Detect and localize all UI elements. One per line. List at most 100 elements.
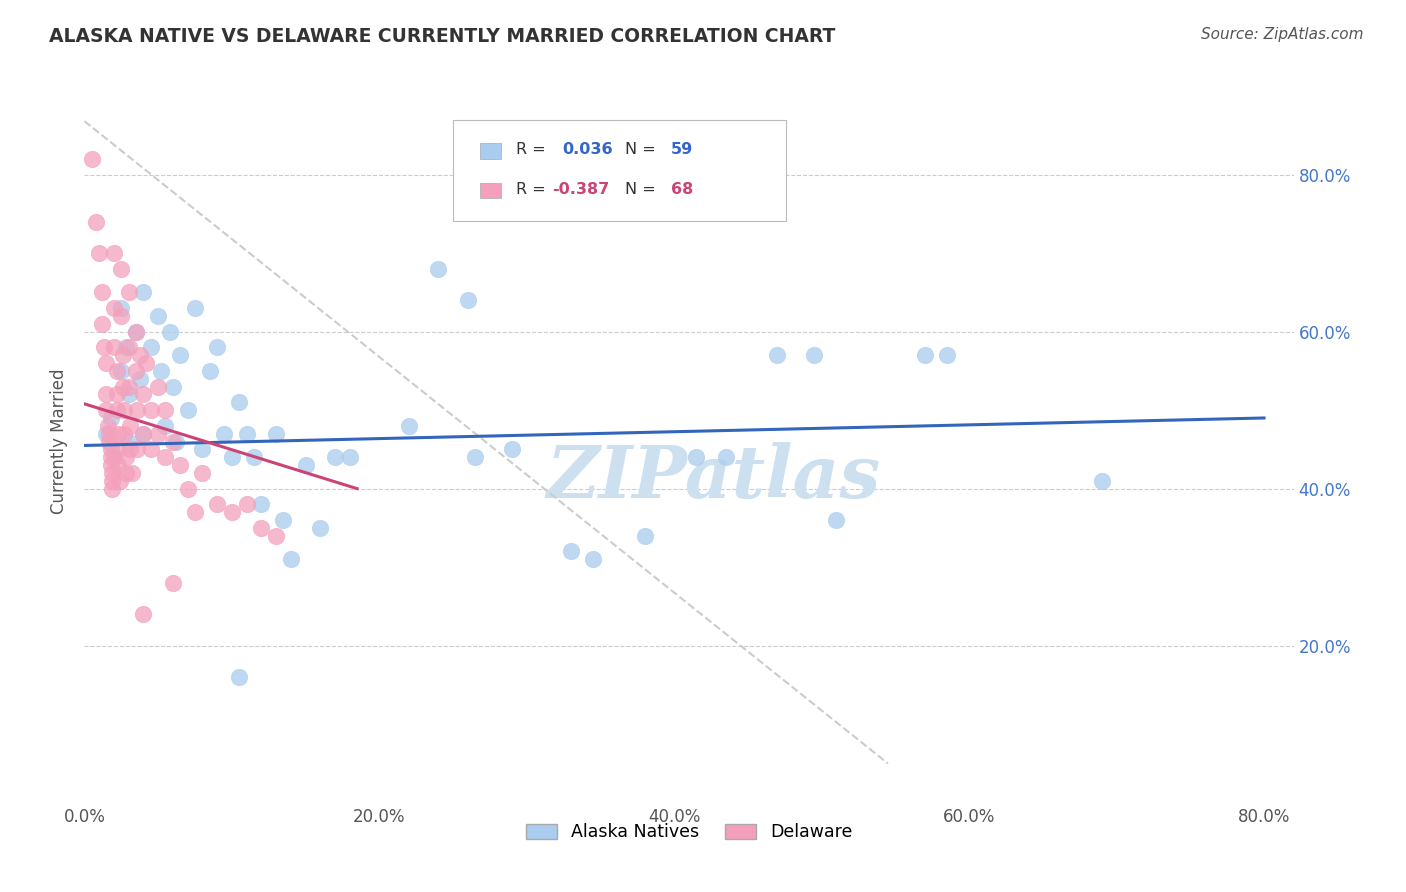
Point: [117, 379, 139, 393]
Point: [132, 426, 155, 441]
Point: [162, 434, 184, 449]
Point: [309, 521, 332, 535]
Point: [464, 450, 486, 465]
Point: [457, 293, 479, 308]
Point: [110, 309, 132, 323]
Point: [184, 505, 207, 519]
Text: 59: 59: [671, 142, 693, 157]
Point: [105, 364, 128, 378]
Point: [132, 607, 155, 622]
FancyBboxPatch shape: [453, 120, 786, 221]
Point: [184, 301, 207, 315]
Point: [560, 544, 582, 558]
Point: [169, 458, 191, 472]
Point: [101, 482, 124, 496]
Point: [162, 379, 184, 393]
Point: [1091, 474, 1114, 488]
Text: Source: ZipAtlas.com: Source: ZipAtlas.com: [1201, 27, 1364, 42]
Point: [125, 325, 148, 339]
Point: [108, 474, 131, 488]
Point: [103, 450, 125, 465]
Point: [110, 301, 132, 315]
Text: R =: R =: [516, 142, 551, 157]
Point: [634, 529, 657, 543]
Point: [91, 285, 114, 300]
Point: [159, 325, 181, 339]
Point: [111, 379, 134, 393]
Point: [825, 513, 848, 527]
Point: [129, 372, 152, 386]
Point: [205, 497, 228, 511]
Point: [294, 458, 316, 472]
Point: [105, 403, 128, 417]
Point: [97, 418, 120, 433]
Point: [129, 348, 152, 362]
Point: [228, 395, 250, 409]
Point: [221, 450, 243, 465]
Point: [117, 387, 139, 401]
Point: [139, 403, 162, 417]
Point: [146, 309, 169, 323]
Point: [101, 466, 124, 480]
Point: [96, 403, 118, 417]
Point: [250, 497, 273, 511]
Point: [100, 442, 122, 457]
Point: [427, 261, 450, 276]
Point: [176, 403, 198, 417]
Point: [96, 387, 118, 401]
Point: [121, 466, 143, 480]
Point: [117, 434, 139, 449]
Text: N =: N =: [624, 142, 661, 157]
Y-axis label: Currently Married: Currently Married: [51, 368, 69, 515]
Point: [98, 426, 121, 441]
Point: [139, 340, 162, 354]
Point: [228, 670, 250, 684]
Point: [132, 285, 155, 300]
Point: [112, 403, 135, 417]
Point: [100, 411, 122, 425]
Point: [125, 325, 148, 339]
Point: [243, 450, 266, 465]
FancyBboxPatch shape: [479, 143, 501, 159]
Point: [398, 418, 420, 433]
Point: [273, 513, 295, 527]
Text: -0.387: -0.387: [553, 182, 610, 196]
Point: [103, 246, 125, 260]
Text: ALASKA NATIVE VS DELAWARE CURRENTLY MARRIED CORRELATION CHART: ALASKA NATIVE VS DELAWARE CURRENTLY MARR…: [49, 27, 835, 45]
Point: [936, 348, 959, 362]
Point: [110, 261, 132, 276]
Point: [98, 434, 121, 449]
Point: [339, 450, 361, 465]
Text: ZIPatlas: ZIPatlas: [546, 442, 880, 513]
Point: [582, 552, 605, 566]
Point: [235, 497, 257, 511]
Point: [127, 403, 149, 417]
Point: [155, 418, 177, 433]
Point: [685, 450, 707, 465]
Point: [107, 426, 129, 441]
Point: [198, 364, 221, 378]
Point: [501, 442, 523, 457]
Text: N =: N =: [624, 182, 661, 196]
Point: [205, 340, 228, 354]
Point: [235, 426, 257, 441]
Point: [139, 442, 162, 457]
Point: [111, 348, 134, 362]
Point: [191, 466, 214, 480]
Text: 0.036: 0.036: [562, 142, 613, 157]
Point: [87, 246, 110, 260]
Point: [100, 458, 122, 472]
Point: [103, 340, 125, 354]
Point: [221, 505, 243, 519]
Point: [132, 426, 155, 441]
Point: [803, 348, 825, 362]
Point: [110, 364, 132, 378]
Point: [117, 340, 139, 354]
Point: [80, 152, 103, 166]
Point: [146, 426, 169, 441]
Point: [323, 450, 346, 465]
Legend: Alaska Natives, Delaware: Alaska Natives, Delaware: [519, 816, 859, 848]
Point: [250, 521, 273, 535]
Point: [155, 403, 177, 417]
Point: [103, 301, 125, 315]
